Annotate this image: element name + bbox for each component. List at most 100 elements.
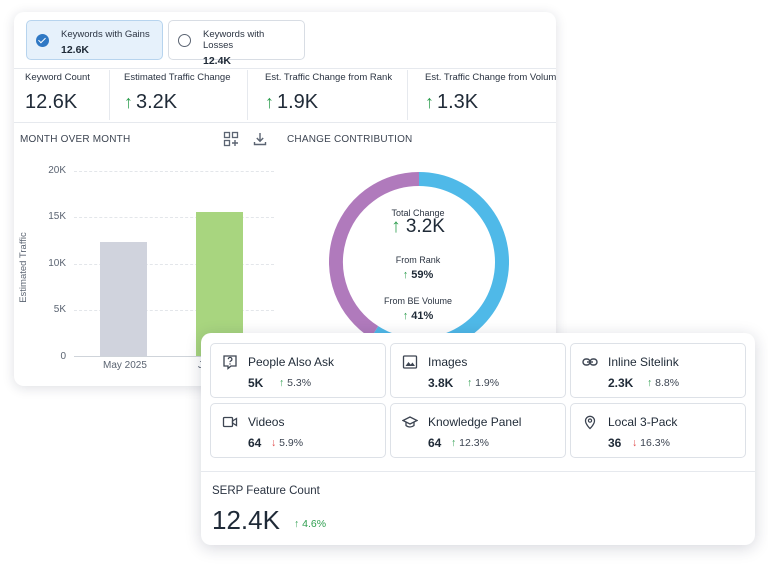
serp-features-card: People Also Ask 5K ↑ 5.3% Images 3.8K ↑ … bbox=[201, 333, 755, 545]
up-arrow-icon: ↑ bbox=[265, 92, 274, 112]
donut-volume-value: ↑ 41% bbox=[402, 310, 434, 322]
divider bbox=[407, 70, 408, 120]
metric-label: Est. Traffic Change from Volum bbox=[425, 72, 556, 83]
up-arrow-icon: ↑ bbox=[647, 377, 653, 389]
feature-inline-sitelink[interactable]: Inline Sitelink 2.3K ↑ 8.8% bbox=[570, 343, 746, 398]
metric-value: 12.6K bbox=[25, 91, 78, 113]
toggle-value: 12.6K bbox=[61, 44, 90, 56]
up-arrow-icon: ↑ bbox=[467, 377, 473, 389]
metric-label: Keyword Count bbox=[25, 72, 90, 83]
divider bbox=[247, 70, 248, 120]
up-arrow-icon: ↑ bbox=[124, 92, 133, 112]
bar-june-2025[interactable] bbox=[196, 211, 243, 356]
feature-name: Inline Sitelink bbox=[608, 355, 679, 369]
unchecked-radio-icon bbox=[178, 34, 191, 47]
keywords-gains-toggle[interactable]: Keywords with Gains 12.6K bbox=[26, 20, 163, 60]
question-icon bbox=[223, 355, 237, 370]
metric-traffic-change-rank: Est. Traffic Change from Rank ↑ 1.9K bbox=[265, 72, 392, 122]
metric-value: ↑ 3.2K bbox=[124, 91, 178, 113]
feature-name: Images bbox=[428, 355, 468, 369]
up-arrow-icon: ↑ bbox=[402, 269, 409, 281]
serp-feature-count-change: ↑ 4.6% bbox=[294, 518, 327, 530]
donut-rank-value: ↑ 59% bbox=[402, 269, 434, 281]
feature-value: 2.3K bbox=[608, 376, 634, 390]
feature-value: 5K bbox=[248, 376, 264, 390]
feature-images[interactable]: Images 3.8K ↑ 1.9% bbox=[390, 343, 566, 398]
feature-value: 64 bbox=[248, 436, 262, 450]
up-arrow-icon: ↑ bbox=[294, 518, 300, 530]
traffic-overview-card: Keywords with Gains 12.6K Keywords with … bbox=[14, 12, 556, 386]
up-arrow-icon: ↑ bbox=[425, 92, 434, 112]
keywords-losses-toggle[interactable]: Keywords with Losses 12.4K bbox=[168, 20, 305, 67]
down-arrow-icon: ↓ bbox=[271, 437, 277, 449]
map-pin-icon bbox=[584, 415, 596, 430]
serp-feature-count-label: SERP Feature Count bbox=[212, 485, 320, 497]
feature-local-3-pack[interactable]: Local 3-Pack 36 ↓ 16.3% bbox=[570, 403, 746, 458]
metric-label: Est. Traffic Change from Rank bbox=[265, 72, 393, 83]
gridline bbox=[74, 264, 274, 265]
y-tick-label: 5K bbox=[53, 304, 66, 315]
download-icon[interactable] bbox=[252, 131, 268, 147]
serp-feature-count-value: 12.4K bbox=[212, 505, 280, 535]
up-arrow-icon: ↑ bbox=[279, 377, 285, 389]
donut-slice-from-be-volume[interactable] bbox=[329, 172, 420, 338]
video-icon bbox=[222, 416, 238, 428]
toggle-label: Keywords with Losses bbox=[203, 29, 265, 51]
toggle-label: Keywords with Gains bbox=[61, 29, 150, 40]
down-arrow-icon: ↓ bbox=[632, 437, 638, 449]
gridline bbox=[74, 310, 274, 311]
feature-value: 3.8K bbox=[428, 376, 454, 390]
checked-radio-icon bbox=[36, 34, 49, 47]
feature-change: ↑ 5.3% bbox=[279, 377, 312, 389]
y-axis-label: Estimated Traffic bbox=[17, 232, 29, 303]
up-arrow-icon: ↑ bbox=[451, 437, 457, 449]
feature-change: ↑ 12.3% bbox=[451, 437, 489, 449]
y-tick-label: 0 bbox=[60, 351, 66, 362]
feature-value: 36 bbox=[608, 436, 622, 450]
donut-volume-label: From BE Volume bbox=[383, 296, 453, 306]
y-tick-label: 15K bbox=[48, 211, 66, 222]
feature-name: People Also Ask bbox=[248, 355, 335, 369]
y-tick-label: 10K bbox=[48, 258, 66, 269]
gridline bbox=[74, 217, 274, 218]
toggle-value: 12.4K bbox=[203, 55, 232, 67]
graduation-cap-icon bbox=[402, 416, 418, 428]
metric-value: ↑ 1.9K bbox=[265, 91, 319, 113]
feature-change: ↓ 16.3% bbox=[632, 437, 670, 449]
metric-estimated-traffic-change: Estimated Traffic Change ↑ 3.2K bbox=[124, 72, 231, 122]
feature-name: Local 3-Pack bbox=[608, 415, 678, 429]
bar-may-2025[interactable] bbox=[100, 242, 147, 356]
image-icon bbox=[402, 355, 418, 369]
feature-knowledge-panel[interactable]: Knowledge Panel 64 ↑ 12.3% bbox=[390, 403, 566, 458]
up-arrow-icon: ↑ bbox=[402, 310, 409, 322]
feature-change: ↑ 8.8% bbox=[647, 377, 680, 389]
divider bbox=[14, 122, 556, 123]
metric-label: Estimated Traffic Change bbox=[124, 72, 231, 83]
link-icon bbox=[582, 358, 598, 366]
divider bbox=[14, 68, 556, 69]
feature-value: 64 bbox=[428, 436, 442, 450]
metric-traffic-change-volume: Est. Traffic Change from Volum ↑ 1.3K bbox=[425, 72, 556, 122]
x-axis-baseline bbox=[74, 356, 274, 357]
change-contribution-title: CHANGE CONTRIBUTION bbox=[287, 134, 413, 145]
x-tick-label: J bbox=[198, 360, 203, 371]
month-over-month-title: MONTH OVER MONTH bbox=[20, 134, 131, 145]
divider bbox=[109, 70, 110, 120]
x-tick-label: May 2025 bbox=[103, 360, 147, 371]
feature-change: ↑ 1.9% bbox=[467, 377, 500, 389]
metric-value: ↑ 1.3K bbox=[425, 91, 479, 113]
feature-videos[interactable]: Videos 64 ↓ 5.9% bbox=[210, 403, 386, 458]
feature-name: Knowledge Panel bbox=[428, 415, 522, 429]
feature-change: ↓ 5.9% bbox=[271, 437, 304, 449]
donut-rank-label: From Rank bbox=[395, 255, 441, 265]
gridline bbox=[74, 171, 274, 172]
donut-total-value: ↑ 3.2K bbox=[391, 216, 445, 237]
metric-keyword-count: Keyword Count 12.6K bbox=[25, 72, 90, 122]
feature-name: Videos bbox=[248, 415, 285, 429]
add-widget-icon[interactable] bbox=[223, 131, 239, 147]
donut-total-label: Total Change bbox=[391, 208, 445, 218]
up-arrow-icon: ↑ bbox=[391, 216, 401, 237]
feature-people-also-ask[interactable]: People Also Ask 5K ↑ 5.3% bbox=[210, 343, 386, 398]
divider bbox=[201, 471, 755, 472]
y-tick-label: 20K bbox=[48, 165, 66, 176]
